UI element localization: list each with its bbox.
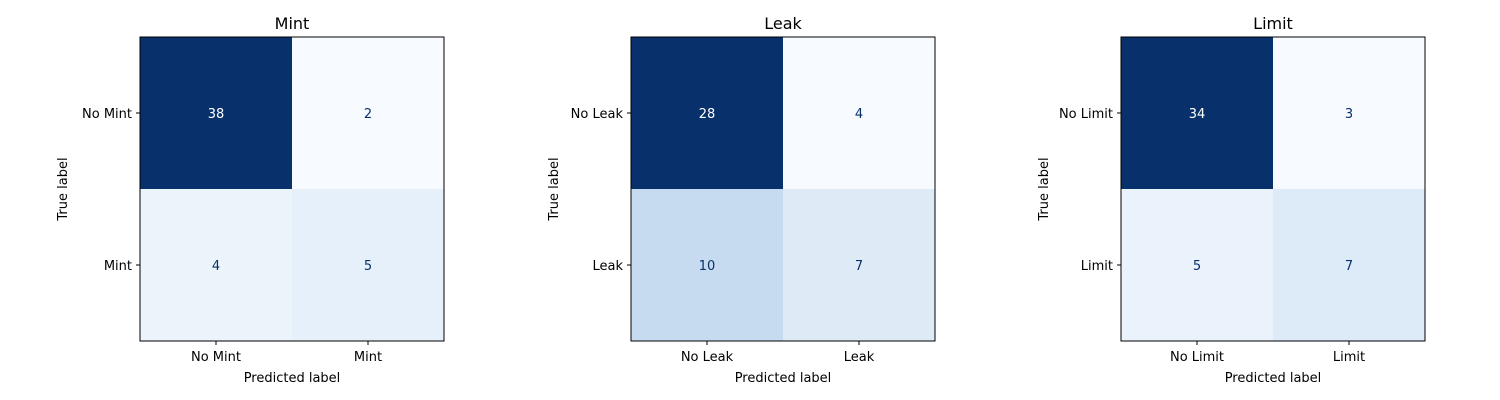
y-tick-label: No Leak xyxy=(571,107,624,122)
confusion-matrix-1: 38 2 4 5 Mint No Mint Mint No Mint Mint Predicted… xyxy=(56,14,445,386)
axes-frame xyxy=(139,36,445,342)
cell-value-label: 7 xyxy=(1345,259,1353,274)
heatmap-cell xyxy=(783,189,935,341)
confusion-matrix-3: 34 3 5 7 Limit No Limit Limit No Limit Limit Pred… xyxy=(1037,14,1426,386)
y-tick-label: Limit xyxy=(1081,259,1113,274)
cell-value-label: 5 xyxy=(1193,259,1201,274)
cell-value-label: 3 xyxy=(1345,107,1353,122)
y-tick-label: Leak xyxy=(592,259,623,274)
y-tick-label: No Mint xyxy=(82,107,132,122)
confusion-matrix-2: 28 4 10 7 Leak No Leak Leak No Leak Leak Predicte… xyxy=(547,14,936,386)
panel-title: Limit xyxy=(1253,14,1293,33)
x-tick-label: No Mint xyxy=(191,350,241,365)
y-axis-label: True label xyxy=(56,157,71,221)
x-axis-label: Predicted label xyxy=(1225,371,1322,386)
heatmap-cell xyxy=(292,37,444,189)
heatmap-cell xyxy=(1273,189,1425,341)
y-axis-label: True label xyxy=(547,157,562,221)
cell-value-label: 28 xyxy=(699,107,716,122)
axes-frame xyxy=(1120,36,1426,342)
cell-value-label: 4 xyxy=(855,107,863,122)
axes-frame xyxy=(630,36,936,342)
x-axis-label: Predicted label xyxy=(735,371,832,386)
y-tick-label: No Limit xyxy=(1059,107,1113,122)
panel-title: Mint xyxy=(275,14,310,33)
y-axis-label: True label xyxy=(1037,157,1052,221)
x-tick-label: No Limit xyxy=(1170,350,1224,365)
cell-value-label: 10 xyxy=(699,259,716,274)
x-axis-label: Predicted label xyxy=(244,371,341,386)
heatmap-cell xyxy=(631,37,783,189)
heatmap-cell xyxy=(1121,189,1273,341)
cell-value-label: 2 xyxy=(364,107,372,122)
x-tick-label: Leak xyxy=(844,350,875,365)
x-tick-label: Mint xyxy=(354,350,382,365)
heatmap-cell xyxy=(1121,37,1273,189)
heatmap-cell xyxy=(140,189,292,341)
cell-value-label: 34 xyxy=(1189,107,1206,122)
cell-value-label: 5 xyxy=(364,259,372,274)
x-tick-label: No Leak xyxy=(681,350,734,365)
heatmap-cell xyxy=(292,189,444,341)
heatmap-cell xyxy=(1273,37,1425,189)
x-tick-label: Limit xyxy=(1333,350,1365,365)
cell-value-label: 38 xyxy=(208,107,225,122)
heatmap-cell xyxy=(783,37,935,189)
heatmap-cell xyxy=(631,189,783,341)
panel-title: Leak xyxy=(764,14,802,33)
heatmap-cell xyxy=(140,37,292,189)
y-tick-label: Mint xyxy=(104,259,132,274)
cell-value-label: 7 xyxy=(855,259,863,274)
cell-value-label: 4 xyxy=(212,259,220,274)
